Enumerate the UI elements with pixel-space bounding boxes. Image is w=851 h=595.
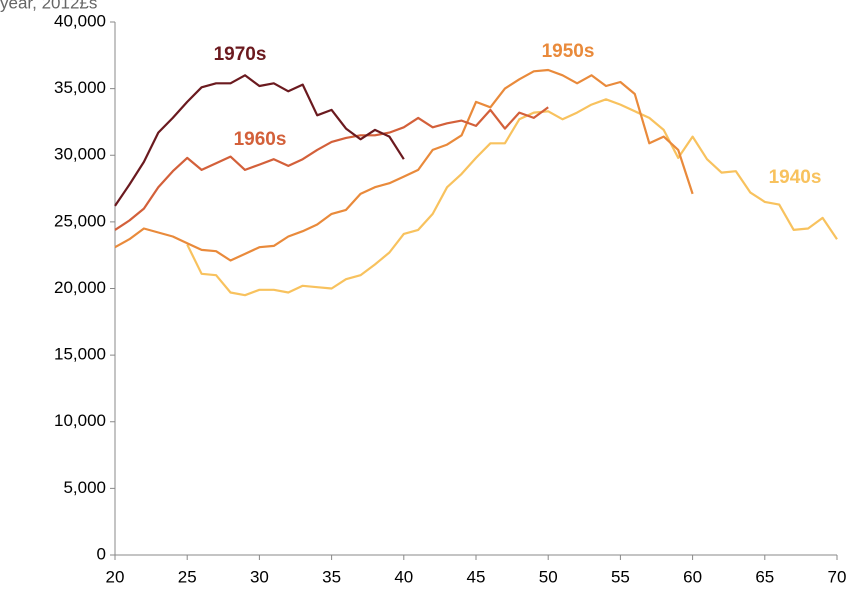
y-tick-label: 25,000 bbox=[54, 211, 106, 230]
y-tick-label: 40,000 bbox=[54, 11, 106, 30]
y-tick-label: 5,000 bbox=[63, 478, 106, 497]
series-line bbox=[114, 68, 694, 262]
x-tick-label: 30 bbox=[250, 567, 269, 586]
y-tick-label: 30,000 bbox=[54, 145, 106, 164]
y-tick-label: 35,000 bbox=[54, 78, 106, 97]
x-tick-label: 55 bbox=[611, 567, 630, 586]
series-label: 1950s bbox=[542, 41, 595, 62]
x-tick-label: 40 bbox=[394, 567, 413, 586]
x-tick-label: 65 bbox=[755, 567, 774, 586]
series-label: 1970s bbox=[214, 44, 267, 65]
series-line bbox=[114, 106, 549, 231]
y-tick-label: 0 bbox=[97, 544, 106, 563]
x-tick-label: 35 bbox=[322, 567, 341, 586]
series-label: 1960s bbox=[234, 129, 287, 150]
y-tick-label: 20,000 bbox=[54, 278, 106, 297]
series-line bbox=[186, 98, 838, 297]
x-tick-label: 60 bbox=[683, 567, 702, 586]
y-tick-label: 15,000 bbox=[54, 345, 106, 364]
x-tick-label: 50 bbox=[539, 567, 558, 586]
series-line bbox=[114, 74, 405, 207]
x-tick-label: 20 bbox=[106, 567, 125, 586]
y-tick-label: 10,000 bbox=[54, 411, 106, 430]
x-tick-label: 70 bbox=[828, 567, 847, 586]
series-label: 1940s bbox=[769, 167, 822, 188]
y-axis-label: year, 2012£s bbox=[0, 0, 97, 12]
x-tick-label: 45 bbox=[467, 567, 486, 586]
x-tick-label: 25 bbox=[178, 567, 197, 586]
